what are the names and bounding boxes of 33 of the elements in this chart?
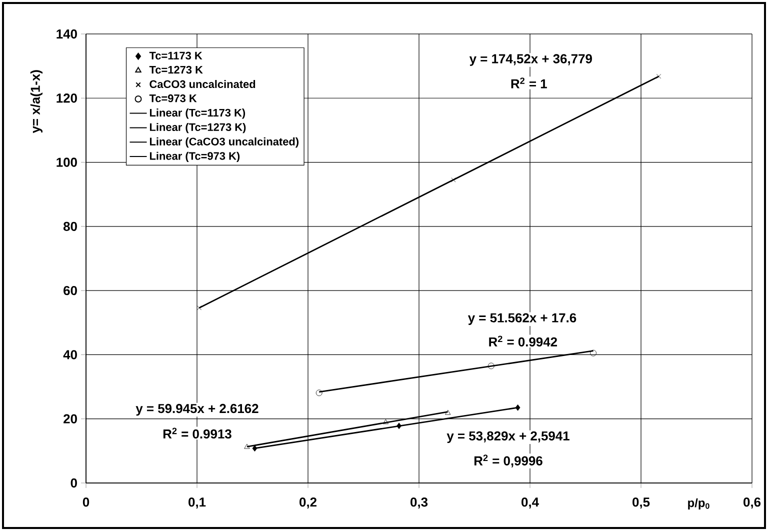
x-tick-label: 0,2 <box>300 498 316 509</box>
annotation: R$^{2}$ = 1 <box>511 78 547 88</box>
x-axis-title: p/p$_{0}$ <box>688 498 710 510</box>
annotation: R$^{2}$ = 0.9913 <box>163 428 232 439</box>
y-tick-label: 120 <box>56 94 77 103</box>
legend-label: Linear (CaCO3 uncalcinated) <box>150 137 299 148</box>
legend-label: Tc=1273 K <box>149 66 203 74</box>
y-tick-label: 80 <box>63 222 77 231</box>
legend-label: Tc=973 K <box>149 94 197 102</box>
annotation: R$^{2}$ = 0,9996 <box>474 454 542 468</box>
y-tick-label: 40 <box>63 350 77 360</box>
legend-label: Linear (Tc=1273 K) <box>150 122 246 134</box>
annotation: y = 53,829x + 2,5941 <box>446 431 570 444</box>
y-tick-label: 100 <box>56 158 77 167</box>
legend-label: Linear (Tc=973 K) <box>150 152 240 162</box>
x-tick-label: 0,6 <box>744 498 761 509</box>
legend-label: Linear (Tc=1173 K) <box>150 108 246 119</box>
annotation: y = 59.945x + 2.6162 <box>136 404 258 416</box>
y-axis-title: y= x/a(1-x) <box>30 70 42 134</box>
annotation: R$^{2}$ = 0.9942 <box>489 336 558 346</box>
legend-label: CaCO3 uncalcinated <box>150 80 256 88</box>
x-tick-label: 0 <box>82 498 90 507</box>
y-tick-label: 60 <box>64 286 77 296</box>
annotation: y = 51.562x + 17.6 <box>468 313 576 325</box>
y-tick-label: 20 <box>64 414 77 424</box>
annotation: y = 174,52x + 36,779 <box>469 54 592 66</box>
x-tick-label: 0,4 <box>522 498 539 509</box>
y-tick-label: 0 <box>70 478 77 488</box>
x-tick-label: 0,3 <box>410 498 428 509</box>
x-tick-label: 0,1 <box>188 498 206 509</box>
x-tick-label: 0,5 <box>632 498 650 509</box>
legend-label: Tc=1173 K <box>149 52 202 60</box>
y-tick-label: 140 <box>56 29 77 39</box>
